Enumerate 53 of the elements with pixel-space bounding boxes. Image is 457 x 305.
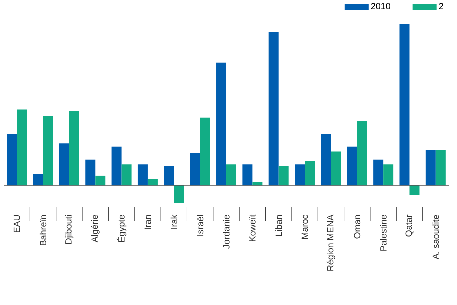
bar [226, 164, 237, 186]
bar [321, 134, 332, 186]
bar [384, 164, 394, 186]
x-tick-label: Djibouti [65, 215, 74, 244]
x-tick-label: Égypte [116, 215, 127, 242]
bar [112, 146, 122, 186]
bar [43, 116, 54, 186]
bar [148, 179, 158, 186]
x-tick-label: Qatar [406, 214, 414, 237]
x-tick-label: EAU [14, 215, 20, 232]
bar [410, 186, 420, 196]
bar [268, 32, 279, 186]
bar [278, 166, 289, 186]
legend-label: 2010 [371, 3, 390, 10]
bar [305, 161, 316, 186]
bar [69, 111, 80, 186]
x-tick-label: Jordanie [223, 215, 230, 250]
bar [436, 150, 446, 186]
x-tick-label: Algérie [91, 215, 100, 243]
bar [331, 152, 342, 186]
bar [86, 160, 96, 186]
x-tick-label: Maroc [302, 215, 308, 239]
x-tick-label: Bahreïn [40, 215, 47, 246]
x-tick-label: Iran [144, 215, 152, 230]
bar [164, 166, 174, 186]
bar [122, 164, 132, 186]
bar [7, 134, 18, 186]
x-tick-label: Région MENA [326, 214, 336, 271]
bar [374, 160, 384, 186]
bar [242, 164, 253, 186]
bar [252, 182, 263, 186]
x-tick-label: Liban [276, 215, 282, 236]
bar [96, 176, 106, 186]
bar [59, 144, 70, 186]
bar [200, 118, 210, 186]
bar [33, 174, 44, 186]
x-tick-label: Oman [354, 215, 361, 239]
x-tick-label: Israël [197, 215, 204, 236]
bar [400, 24, 410, 186]
bar [190, 153, 200, 186]
x-tick-label: A. saoudite [432, 215, 440, 260]
x-tick-label: Koweït [250, 214, 256, 242]
x-tick-label: Palestine [380, 215, 387, 251]
bar [216, 62, 227, 186]
bar [174, 186, 184, 204]
bar [426, 150, 436, 186]
legend-label: 2 [439, 3, 444, 10]
bar [138, 164, 148, 186]
bar [357, 121, 368, 186]
x-tick-label: Irak [170, 214, 178, 229]
bar [347, 146, 358, 186]
bar [295, 164, 306, 186]
bar [17, 110, 28, 186]
